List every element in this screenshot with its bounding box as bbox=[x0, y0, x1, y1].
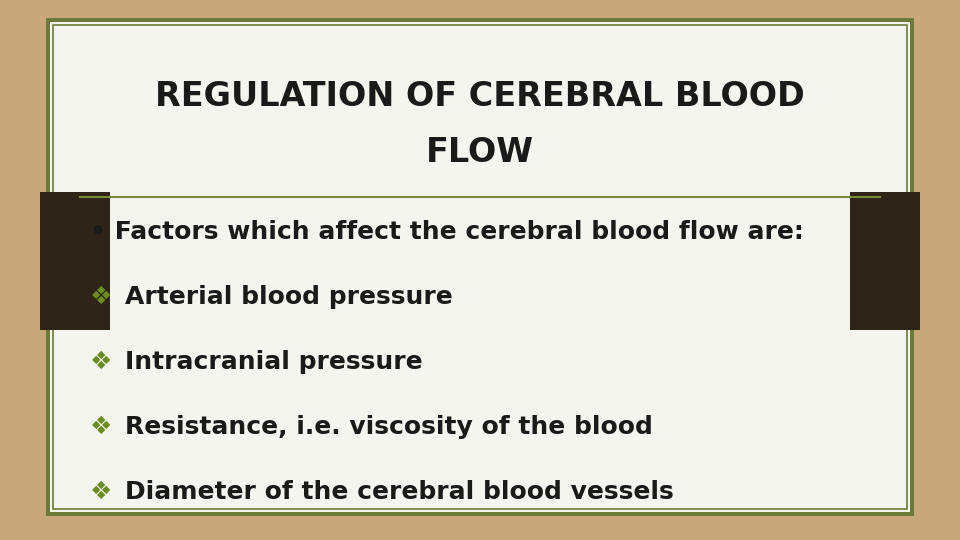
Bar bbox=[53, 25, 907, 509]
Text: ❖: ❖ bbox=[90, 415, 112, 439]
Text: Resistance, i.e. viscosity of the blood: Resistance, i.e. viscosity of the blood bbox=[125, 415, 653, 439]
Text: • Factors which affect the cerebral blood flow are:: • Factors which affect the cerebral bloo… bbox=[90, 220, 804, 244]
Text: Intracranial pressure: Intracranial pressure bbox=[125, 350, 422, 374]
Text: Arterial blood pressure: Arterial blood pressure bbox=[125, 285, 453, 309]
Text: REGULATION OF CEREBRAL BLOOD: REGULATION OF CEREBRAL BLOOD bbox=[156, 80, 804, 113]
Bar bbox=[50, 22, 910, 512]
Text: FLOW: FLOW bbox=[426, 136, 534, 168]
Text: ❖: ❖ bbox=[90, 480, 112, 504]
Bar bbox=[40, 192, 110, 330]
Bar bbox=[850, 192, 920, 330]
Text: ❖: ❖ bbox=[90, 285, 112, 309]
Text: Diameter of the cerebral blood vessels: Diameter of the cerebral blood vessels bbox=[125, 480, 674, 504]
Text: ❖: ❖ bbox=[90, 350, 112, 374]
